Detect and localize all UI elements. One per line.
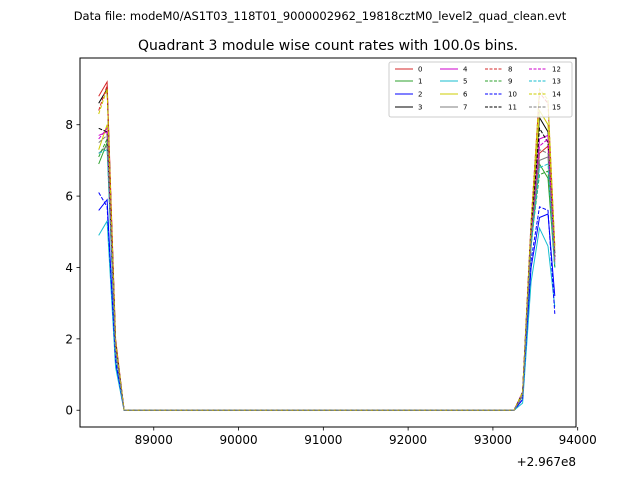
legend-label-3: 3 xyxy=(418,104,422,112)
legend-label-7: 7 xyxy=(463,104,467,112)
x-axis-ticks: 89000 90000 91000 92000 93000 94000 xyxy=(135,427,597,447)
plot-lines xyxy=(98,80,556,411)
legend-label-8: 8 xyxy=(508,66,512,74)
y-tick-label: 0 xyxy=(65,404,73,418)
x-tick-label: 90000 xyxy=(219,433,257,447)
x-tick-label: 91000 xyxy=(304,433,342,447)
legend-label-11: 11 xyxy=(508,104,517,112)
chart-title: Quadrant 3 module wise count rates with … xyxy=(138,38,518,54)
legend-label-6: 6 xyxy=(463,91,468,99)
y-tick-label: 4 xyxy=(65,261,73,275)
legend-label-13: 13 xyxy=(552,78,561,86)
x-tick-label: 92000 xyxy=(389,433,427,447)
y-tick-label: 2 xyxy=(65,332,73,346)
legend-label-4: 4 xyxy=(463,66,468,74)
legend-label-0: 0 xyxy=(418,66,422,74)
legend-label-14: 14 xyxy=(552,91,561,99)
legend-box xyxy=(388,61,573,118)
legend-label-2: 2 xyxy=(418,91,422,99)
x-tick-label: 94000 xyxy=(559,433,597,447)
legend-label-15: 15 xyxy=(552,104,561,112)
legend-label-12: 12 xyxy=(552,66,561,74)
series-line-15 xyxy=(98,134,556,411)
y-tick-label: 6 xyxy=(65,190,73,204)
y-tick-label: 8 xyxy=(65,118,73,132)
legend-label-1: 1 xyxy=(418,78,422,86)
legend-label-9: 9 xyxy=(508,78,512,86)
x-offset-label: +2.967e8 xyxy=(517,455,576,469)
x-tick-label: 93000 xyxy=(474,433,512,447)
y-axis-ticks: 0 2 4 6 8 xyxy=(65,118,80,418)
legend-label-5: 5 xyxy=(463,78,467,86)
legend-label-10: 10 xyxy=(508,91,517,99)
plot-frame xyxy=(79,57,577,428)
suptitle: Data file: modeM0/AS1T03_118T01_90000029… xyxy=(74,9,567,23)
x-tick-label: 89000 xyxy=(135,433,173,447)
